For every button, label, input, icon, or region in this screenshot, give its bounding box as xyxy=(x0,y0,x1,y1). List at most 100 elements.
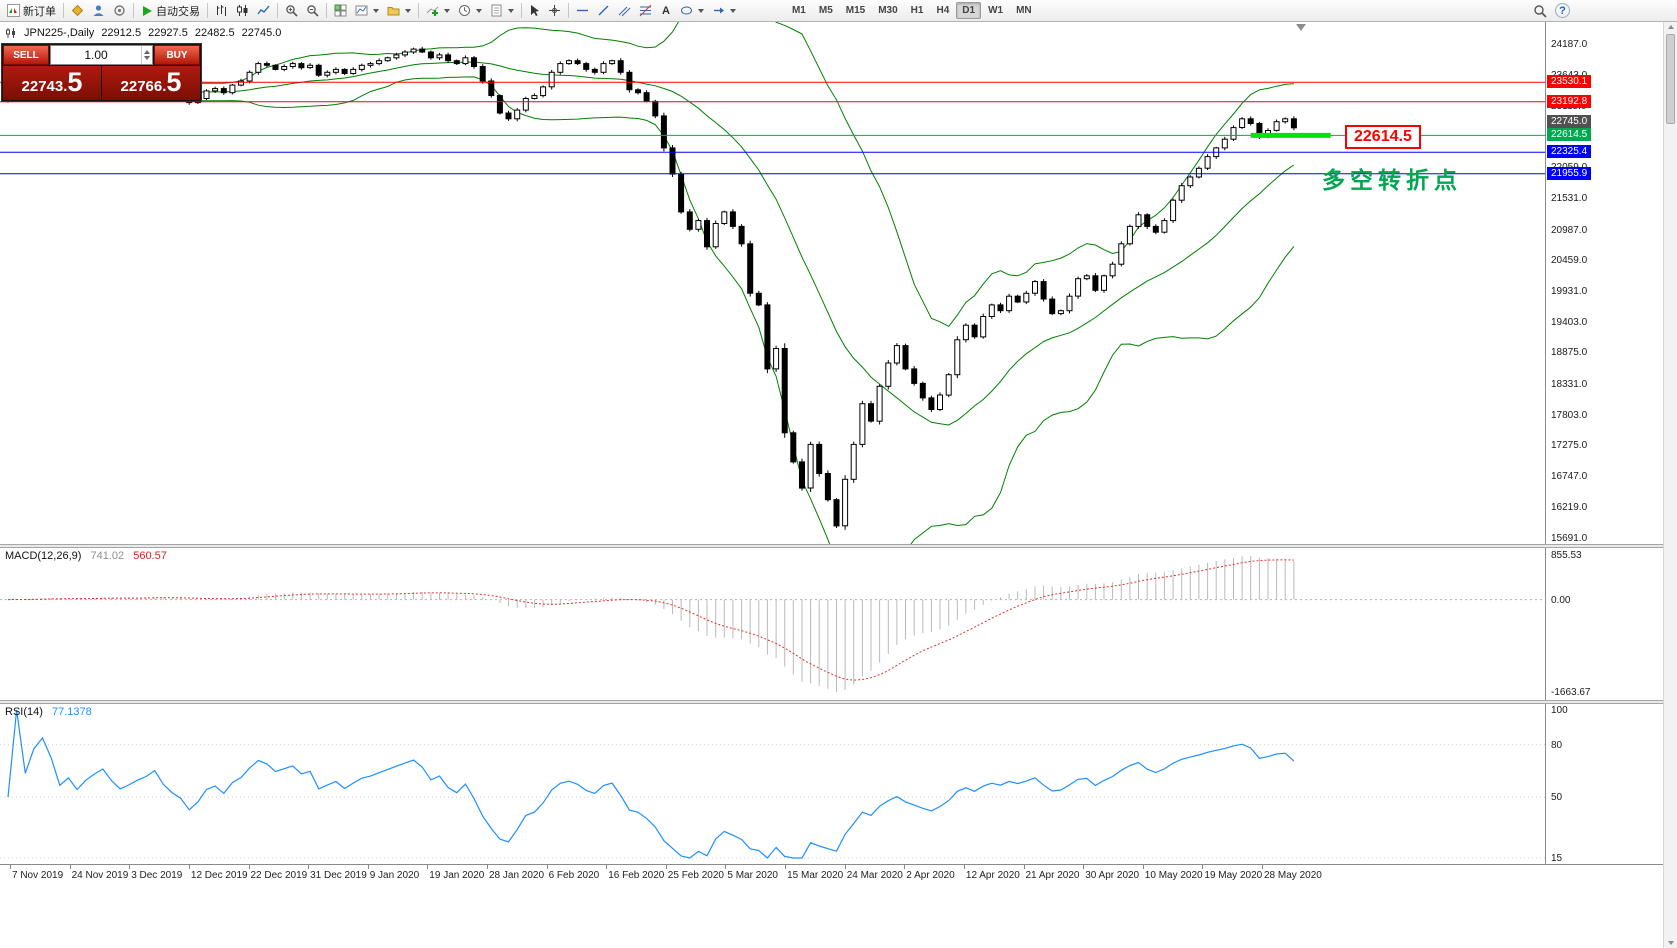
sell-price-display[interactable]: 22743. 5 xyxy=(3,66,101,100)
timeframe-m5[interactable]: M5 xyxy=(818,5,833,16)
text-tool-icon: A xyxy=(662,4,670,17)
date-label: 3 Dec 2019 xyxy=(131,870,183,881)
date-tick xyxy=(487,865,488,869)
macd-scale-min: -1663.67 xyxy=(1551,687,1591,698)
market-button[interactable] xyxy=(67,1,88,20)
tile-windows-button[interactable] xyxy=(330,1,351,20)
buy-button[interactable]: BUY xyxy=(154,45,200,65)
fibonacci-tool-button[interactable] xyxy=(635,1,656,20)
arrows-tool-button[interactable] xyxy=(708,1,740,20)
channel-tool-button[interactable] xyxy=(614,1,635,20)
bar-chart-mode-button[interactable] xyxy=(211,1,232,20)
autotrade-button[interactable]: 自动交易 xyxy=(137,1,204,20)
date-label: 28 May 2020 xyxy=(1264,870,1322,881)
macd-chart-canvas[interactable] xyxy=(0,548,1545,700)
timeframe-h1[interactable]: H1 xyxy=(910,5,924,16)
zoom-out-button[interactable] xyxy=(302,1,323,20)
timeframe-w1[interactable]: W1 xyxy=(988,5,1004,16)
sell-price-big-digit: 5 xyxy=(67,67,83,97)
spinner-up-icon[interactable] xyxy=(144,50,150,54)
new-order-button[interactable]: 新订单 xyxy=(3,1,60,20)
rsi-scale-label: 100 xyxy=(1551,705,1568,716)
toolbar-separator xyxy=(207,3,208,18)
price-line-label[interactable]: 22325.4 xyxy=(1547,145,1592,159)
spinner-down-icon[interactable] xyxy=(144,56,150,60)
date-label: 2 Apr 2020 xyxy=(906,870,955,881)
scroll-up-arrow[interactable] xyxy=(1668,25,1674,29)
shapes-tool-button[interactable] xyxy=(676,1,708,20)
profiles-button[interactable] xyxy=(383,1,415,20)
volume-input[interactable] xyxy=(51,48,141,62)
date-tick xyxy=(1202,865,1204,869)
date-tick xyxy=(69,865,71,869)
date-label: 19 May 2020 xyxy=(1204,870,1263,881)
price-axis-tick: 18875.0 xyxy=(1551,347,1588,359)
trendline-tool-button[interactable] xyxy=(593,1,614,20)
volume-spinner[interactable] xyxy=(141,46,152,64)
date-label: 31 Dec 2019 xyxy=(310,870,367,881)
profile-icon xyxy=(93,5,104,16)
highlight-price-label[interactable]: 22614.5 xyxy=(1345,125,1421,149)
horizontal-line-icon xyxy=(577,9,588,12)
timeframe-h4[interactable]: H4 xyxy=(936,5,950,16)
candlestick-mode-button[interactable] xyxy=(232,1,253,20)
buy-price-display[interactable]: 22766. 5 xyxy=(102,66,200,100)
date-label: 7 Nov 2019 xyxy=(12,870,64,881)
rsi-chart-canvas[interactable] xyxy=(0,704,1545,864)
scrollbar-thumb[interactable] xyxy=(1666,34,1675,124)
crosshair-tool-button[interactable] xyxy=(544,1,565,20)
vertical-scrollbar[interactable] xyxy=(1663,22,1677,948)
indicators-icon xyxy=(426,6,439,16)
toolbar-separator xyxy=(326,3,327,18)
date-tick xyxy=(844,865,846,869)
timeframe-m15[interactable]: M15 xyxy=(845,5,866,16)
clock-icon xyxy=(459,5,470,16)
crosshair-icon xyxy=(549,5,560,16)
sell-button[interactable]: SELL xyxy=(3,45,49,65)
volume-field xyxy=(50,45,153,65)
date-label: 10 May 2020 xyxy=(1144,870,1203,881)
timeframe-m30[interactable]: M30 xyxy=(878,5,898,16)
date-tick xyxy=(129,865,131,869)
help-icon[interactable]: ? xyxy=(1555,3,1570,18)
indicators-button[interactable] xyxy=(422,1,454,20)
panel-splitter-rsi[interactable] xyxy=(0,700,1677,704)
profile-button[interactable] xyxy=(88,1,109,20)
scroll-down-arrow[interactable] xyxy=(1668,941,1674,945)
new-chart-button[interactable] xyxy=(351,1,383,20)
date-label: 12 Dec 2019 xyxy=(190,870,248,881)
line-chart-mode-button[interactable] xyxy=(253,1,274,20)
chart-shift-marker[interactable] xyxy=(1296,24,1306,31)
date-tick xyxy=(606,865,608,869)
price-line-label[interactable]: 21955.9 xyxy=(1547,166,1592,180)
dropdown-caret xyxy=(444,8,450,13)
price-chart-canvas[interactable] xyxy=(0,22,1545,544)
text-tool-button[interactable]: A xyxy=(656,1,676,20)
timeframe-mn[interactable]: MN xyxy=(1016,5,1032,16)
date-tick xyxy=(308,865,310,869)
turning-point-annotation[interactable]: 多空转折点 xyxy=(1322,167,1462,193)
panel-splitter-macd[interactable] xyxy=(0,544,1677,548)
timeframe-m1[interactable]: M1 xyxy=(791,5,806,16)
date-label: 12 Apr 2020 xyxy=(965,870,1020,881)
date-tick xyxy=(1142,865,1144,869)
date-tick xyxy=(963,865,965,869)
periods-button[interactable] xyxy=(454,1,486,20)
price-line-label[interactable]: 22614.5 xyxy=(1547,128,1592,142)
support-button[interactable] xyxy=(109,1,130,20)
current-price-label: 22745.0 xyxy=(1547,114,1592,128)
timeframe-d1[interactable]: D1 xyxy=(956,2,982,19)
templates-button[interactable] xyxy=(486,1,518,20)
toolbar-separator xyxy=(277,3,278,18)
zoom-in-button[interactable] xyxy=(281,1,302,20)
cursor-tool-button[interactable] xyxy=(525,1,544,20)
new-chart-icon xyxy=(355,5,368,16)
macd-signal-value: 560.57 xyxy=(133,550,167,562)
hline-tool-button[interactable] xyxy=(572,1,593,20)
search-icon[interactable] xyxy=(1533,4,1547,18)
price-line-label[interactable]: 23530.1 xyxy=(1547,75,1592,89)
dropdown-caret xyxy=(373,8,379,13)
date-label: 6 Feb 2020 xyxy=(548,870,600,881)
price-line-label[interactable]: 23192.8 xyxy=(1547,94,1592,108)
ohlc-high: 22927.5 xyxy=(148,27,188,39)
